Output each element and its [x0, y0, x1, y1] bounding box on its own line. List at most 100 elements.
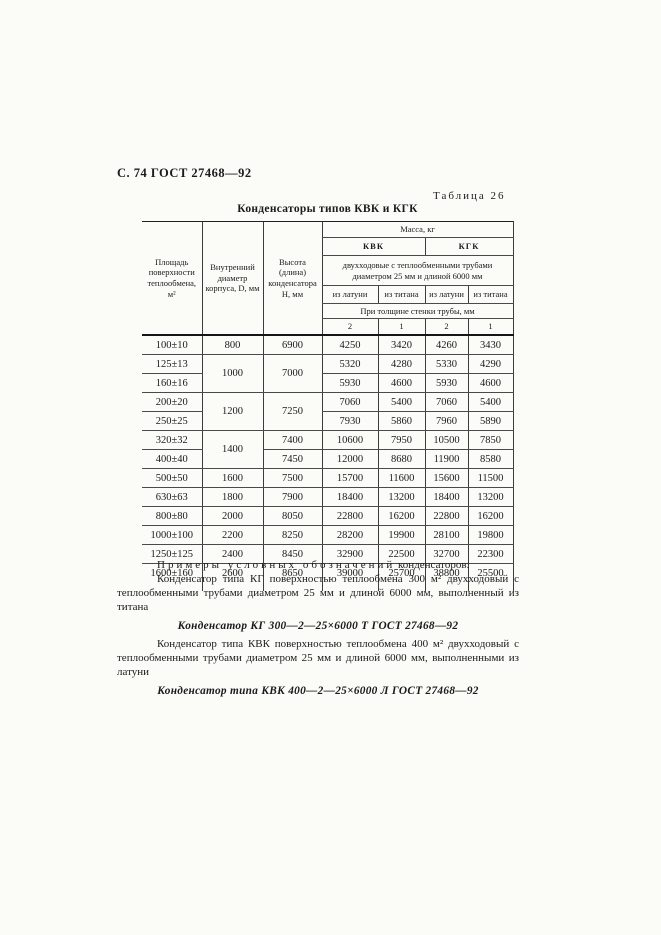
table-cell: 8580 — [467, 449, 514, 469]
table-cell: 200±20 — [142, 392, 202, 412]
table-cell: 7400 — [262, 430, 322, 450]
col-header-titanium-kgk: из титана — [467, 285, 514, 304]
table-cell: 630±63 — [142, 487, 202, 507]
table-title: Конденсаторы типов КВК и КГК — [237, 203, 418, 215]
table-cell: 10500 — [424, 430, 468, 450]
table-row: 1250±125 2400 8450 32900 22500 32700 22300 — [142, 544, 514, 564]
table-cell: 500±50 — [142, 468, 202, 488]
table-cell: 6900 — [262, 335, 322, 355]
table-cell: 8450 — [262, 544, 322, 564]
table-stub-cell — [467, 582, 514, 591]
table-cell: 18400 — [321, 487, 378, 507]
col-header-diameter: Внутренний диаметр корпуса, D, мм — [201, 221, 263, 336]
header-row-twopass: двухходовые с теплообменными трубами диа… — [142, 255, 514, 286]
table-row: 200±20 1200 7250 7060 5400 7060 5400 — [142, 392, 514, 431]
table-cell: 32900 — [321, 544, 378, 564]
table-cell: 5320 — [321, 354, 378, 374]
table-row: 250±25 7930 5860 7960 5890 — [142, 411, 514, 431]
col-header-area: Площадь поверхности теплообмена, м² — [142, 221, 202, 336]
table-cell: 13200 — [467, 487, 514, 507]
col-header-thickness-1: 2 — [321, 318, 378, 336]
table-cell: 11600 — [377, 468, 425, 488]
table-cell: 320±32 — [142, 430, 202, 450]
table-cell: 7060 — [321, 392, 378, 412]
table-cell: 800±80 — [142, 506, 202, 526]
header-row-thickness-values: 2 1 2 1 — [142, 318, 514, 336]
table-cell: 7000 — [262, 354, 322, 393]
table-cell: 11900 — [424, 449, 468, 469]
table-cell: 4250 — [321, 335, 378, 355]
table-cell: 4290 — [467, 354, 514, 374]
col-header-thickness-3: 2 — [424, 318, 468, 336]
table-cell: 1000 — [201, 354, 263, 393]
table-cell: 1400 — [201, 430, 263, 469]
example-designation-2: Конденсатор типа КВК 400—2—25×6000 Л ГОС… — [157, 685, 479, 698]
table-cell: 28200 — [321, 525, 378, 545]
table-cell: 4600 — [467, 373, 514, 393]
table-row: 160±16 5930 4600 5930 4600 — [142, 373, 514, 393]
col-header-kgk: КГК — [424, 237, 514, 256]
table-cell: 1250±125 — [142, 544, 202, 564]
table-cell: 13200 — [377, 487, 425, 507]
table-cell: 800 — [201, 335, 263, 355]
table-cell: 4280 — [377, 354, 425, 374]
table-cell: 5930 — [321, 373, 378, 393]
table-cell: 32700 — [424, 544, 468, 564]
col-header-two-pass: двухходовые с теплообменными трубами диа… — [321, 255, 514, 286]
header-row-wall: При толщине стенки трубы, мм — [142, 303, 514, 319]
table-cell: 7850 — [467, 430, 514, 450]
examples-heading: Примеры условных обозначений конденсатор… — [117, 559, 519, 573]
table-cell: 22300 — [467, 544, 514, 564]
table-row: 800±80 2000 8050 22800 16200 22800 16200 — [142, 506, 514, 526]
table-cell: 28100 — [424, 525, 468, 545]
col-header-thickness-2: 1 — [377, 318, 425, 336]
table-cell: 7960 — [424, 411, 468, 431]
table-number-label: Таблица 26 — [433, 190, 506, 202]
table-cell: 10600 — [321, 430, 378, 450]
table-cell: 12000 — [321, 449, 378, 469]
table-stub-cell — [424, 582, 468, 591]
table-cell: 1200 — [201, 392, 263, 431]
table-cell: 25700 — [377, 563, 425, 582]
table-cell: 100±10 — [142, 335, 202, 355]
table-cell: 38800 — [424, 563, 468, 582]
table-cell: 8250 — [262, 525, 322, 545]
examples-heading-spaced: Примеры условных обозначений — [157, 559, 396, 571]
table-cell: 19900 — [377, 525, 425, 545]
table-cell: 2600 — [201, 563, 263, 582]
table-cell: 1600±160 — [150, 567, 193, 579]
table-cell: 5930 — [424, 373, 468, 393]
table-cell: 22500 — [377, 544, 425, 564]
table-cell: 15700 — [321, 468, 378, 488]
col-header-brass-kvk: из латуни — [321, 285, 378, 304]
col-header-height: Высота (длина) конденсатора Н, мм — [262, 221, 322, 336]
table-row: 630±63 1800 7900 18400 13200 18400 13200 — [142, 487, 514, 507]
table-cell: 7450 — [262, 449, 322, 469]
table-cell: 5890 — [467, 411, 514, 431]
col-header-thickness-4: 1 — [467, 318, 514, 336]
page-header: С. 74 ГОСТ 27468—92 — [117, 166, 252, 180]
condenser-mass-table: Площадь поверхности теплообмена, м² Внут… — [142, 221, 514, 591]
table-row: 1600±160 2600 8650 39000 25700 38800 25500 — [142, 563, 514, 582]
table-cell: 2200 — [201, 525, 263, 545]
col-header-mass: Масса, кг — [321, 221, 514, 238]
table-cell: 25500 — [467, 563, 514, 582]
example-paragraph-1: Конденсатор типа КГ поверхностью теплооб… — [117, 572, 519, 613]
table-cell: 5330 — [424, 354, 468, 374]
table-row: 400±40 7450 12000 8680 11900 8580 — [142, 449, 514, 469]
table-row: 1000±100 2200 8250 28200 19900 28100 19800 — [142, 525, 514, 545]
example-designation-1: Конденсатор КГ 300—2—25×6000 Т ГОСТ 2746… — [177, 619, 459, 632]
col-header-wall-thickness: При толщине стенки трубы, мм — [321, 303, 514, 319]
table-row: 100±10 800 6900 4250 3420 4260 3430 — [142, 335, 514, 355]
table-stub-cell — [321, 582, 378, 591]
table-cell: 7250 — [262, 392, 322, 431]
examples-heading-tail: конденсаторов: — [398, 559, 470, 571]
example-paragraph-2: Конденсатор типа КВК поверхностью теплоо… — [117, 638, 519, 679]
table-cell: 2400 — [201, 544, 263, 564]
table-cell: 8650 — [262, 563, 322, 582]
header-row-materials: из латуни из титана из латуни из титана — [142, 285, 514, 304]
table-cell: 7900 — [262, 487, 322, 507]
table-cell: 160±16 — [142, 373, 202, 393]
table-cell: 22800 — [424, 506, 468, 526]
